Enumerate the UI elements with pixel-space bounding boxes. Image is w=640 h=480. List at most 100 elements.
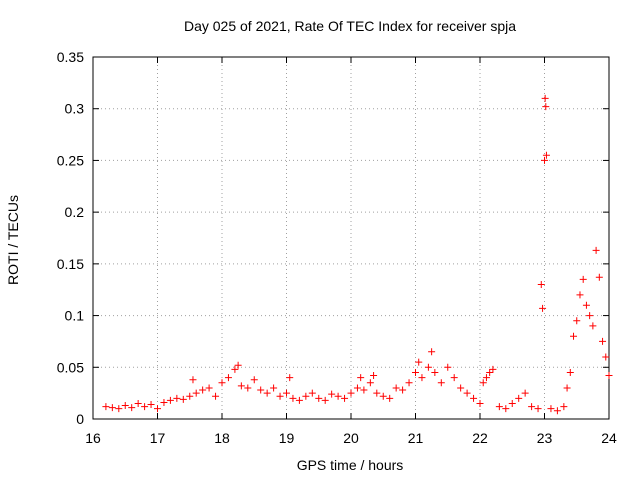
data-point — [250, 376, 258, 384]
data-point — [482, 374, 490, 382]
y-tick-label: 0.25 — [57, 152, 84, 168]
data-point — [605, 372, 613, 380]
y-tick-label: 0.3 — [65, 101, 85, 117]
data-point — [599, 337, 607, 345]
data-point — [392, 384, 400, 392]
data-point — [212, 392, 220, 400]
data-point — [141, 403, 149, 411]
x-axis-label: GPS time / hours — [297, 457, 404, 473]
data-point — [547, 405, 555, 413]
data-point — [431, 368, 439, 376]
data-point — [237, 382, 245, 390]
data-point — [576, 291, 584, 299]
data-point — [479, 379, 487, 387]
data-point — [537, 281, 545, 289]
data-point — [308, 389, 316, 397]
data-point — [602, 353, 610, 361]
data-point — [541, 94, 549, 102]
data-point — [102, 403, 110, 411]
data-point — [270, 384, 278, 392]
data-point — [128, 404, 136, 412]
data-point — [573, 317, 581, 325]
data-point — [341, 394, 349, 402]
data-point — [457, 384, 465, 392]
data-point — [353, 384, 361, 392]
y-tick-label: 0.2 — [65, 204, 85, 220]
data-point — [166, 396, 174, 404]
data-point — [205, 384, 213, 392]
data-point — [553, 407, 561, 415]
data-point — [370, 372, 378, 380]
data-point — [515, 394, 523, 402]
data-point — [570, 332, 578, 340]
data-point — [295, 396, 303, 404]
data-point — [582, 301, 590, 309]
data-point — [542, 103, 550, 111]
data-point — [179, 395, 187, 403]
data-point — [334, 392, 342, 400]
y-tick-label: 0.15 — [57, 256, 84, 272]
x-tick-label: 19 — [279, 430, 295, 446]
data-point — [589, 322, 597, 330]
data-point — [579, 275, 587, 283]
y-tick-label: 0.1 — [65, 308, 85, 324]
y-tick-label: 0 — [76, 411, 84, 427]
data-point — [539, 304, 547, 312]
data-point — [450, 374, 458, 382]
data-point — [347, 389, 355, 397]
data-point — [476, 399, 484, 407]
data-point — [502, 405, 510, 413]
x-tick-label: 24 — [601, 430, 617, 446]
data-point — [289, 394, 297, 402]
data-point — [186, 392, 194, 400]
data-point — [121, 402, 129, 410]
y-tick-label: 0.05 — [57, 359, 84, 375]
x-tick-label: 22 — [472, 430, 488, 446]
data-point — [528, 403, 536, 411]
data-point — [192, 389, 200, 397]
x-tick-label: 16 — [85, 430, 101, 446]
data-point — [244, 384, 252, 392]
data-point — [463, 389, 471, 397]
data-point — [386, 394, 394, 402]
data-point — [108, 404, 116, 412]
y-axis-label: ROTI / TECUs — [5, 195, 21, 285]
data-point — [415, 358, 423, 366]
data-point — [470, 394, 478, 402]
data-point — [486, 368, 494, 376]
data-point — [424, 363, 432, 371]
data-point — [115, 405, 123, 413]
data-point — [399, 386, 407, 394]
data-point — [234, 361, 242, 369]
data-point — [357, 374, 365, 382]
data-point — [366, 379, 374, 387]
x-tick-label: 23 — [537, 430, 553, 446]
data-point — [218, 379, 226, 387]
x-axis: 16 17 18 19 20 21 22 23 24 — [85, 57, 617, 446]
data-point — [147, 401, 155, 409]
grid-lines — [93, 57, 609, 419]
data-point — [566, 368, 574, 376]
data-point — [412, 368, 419, 376]
x-tick-label: 21 — [408, 430, 424, 446]
data-point — [508, 399, 516, 407]
y-tick-label: 0.35 — [57, 49, 84, 65]
data-point — [154, 405, 161, 413]
y-axis: 0 0.05 0.1 0.15 0.2 0.25 0.3 0.35 — [57, 49, 609, 427]
data-point — [263, 389, 271, 397]
data-point — [444, 363, 452, 371]
data-point — [379, 392, 387, 400]
data-point — [495, 403, 503, 411]
chart-title: Day 025 of 2021, Rate Of TEC Index for r… — [184, 18, 516, 34]
data-point — [257, 386, 265, 394]
data-point — [160, 398, 168, 406]
data-point — [437, 379, 445, 387]
data-point — [489, 365, 497, 373]
data-point — [534, 405, 542, 413]
data-point — [231, 365, 239, 373]
data-point — [428, 348, 436, 356]
data-point — [224, 374, 232, 382]
data-point — [360, 386, 368, 394]
data-point — [563, 384, 571, 392]
